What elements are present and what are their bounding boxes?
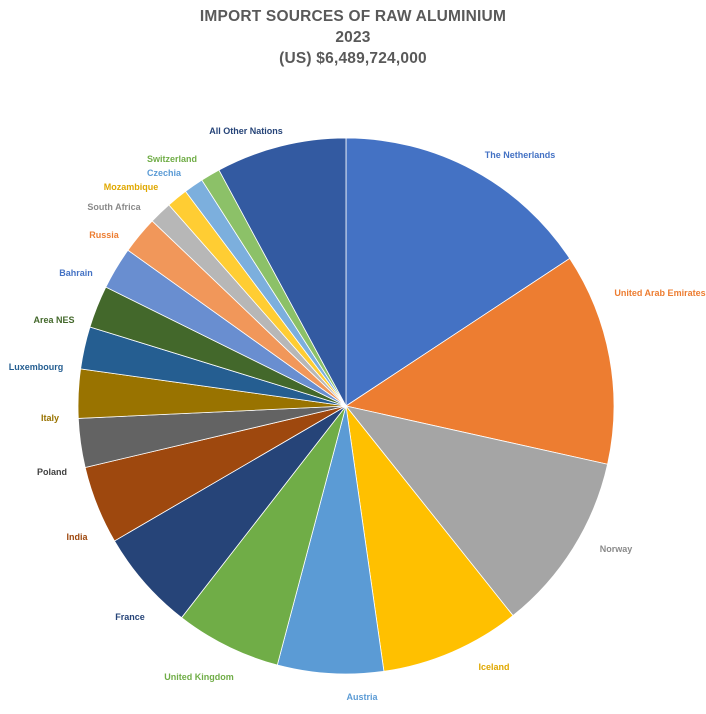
chart-subtitle: 2023 — [335, 29, 371, 46]
slice-label-india: India — [66, 532, 88, 542]
slice-label-iceland: Iceland — [478, 662, 509, 672]
slice-label-czechia: Czechia — [147, 168, 182, 178]
slice-label-russia: Russia — [89, 230, 120, 240]
slice-label-italy: Italy — [41, 413, 59, 423]
chart-title-block: IMPORT SOURCES OF RAW ALUMINIUM 2023 (US… — [0, 6, 706, 69]
slice-label-norway: Norway — [600, 544, 633, 554]
slice-label-france: France — [115, 612, 145, 622]
slice-label-south-africa: South Africa — [87, 202, 141, 212]
slice-label-all-other-nations: All Other Nations — [209, 126, 283, 136]
pie-slice-the-netherlands — [345, 137, 571, 407]
slice-label-the-netherlands: The Netherlands — [485, 150, 556, 160]
slice-label-bahrain: Bahrain — [59, 268, 93, 278]
slice-label-luxembourg: Luxembourg — [9, 362, 64, 372]
slice-label-austria: Austria — [346, 692, 378, 702]
slice-label-poland: Poland — [37, 467, 67, 477]
slice-label-united-kingdom: United Kingdom — [164, 672, 234, 682]
pie-slice-iceland — [345, 404, 514, 672]
slice-label-united-arab-emirates: United Arab Emirates — [614, 288, 705, 298]
slice-label-area-nes: Area NES — [33, 315, 74, 325]
slice-label-mozambique: Mozambique — [104, 182, 159, 192]
pie-slice-all-other-nations — [218, 137, 347, 407]
pie-slice-united-arab-emirates — [344, 257, 615, 465]
chart-total-value: (US) $6,489,724,000 — [279, 50, 427, 67]
pie-slice-norway — [344, 405, 609, 617]
chart-title: IMPORT SOURCES OF RAW ALUMINIUM — [199, 8, 507, 25]
slice-label-switzerland: Switzerland — [147, 154, 197, 164]
